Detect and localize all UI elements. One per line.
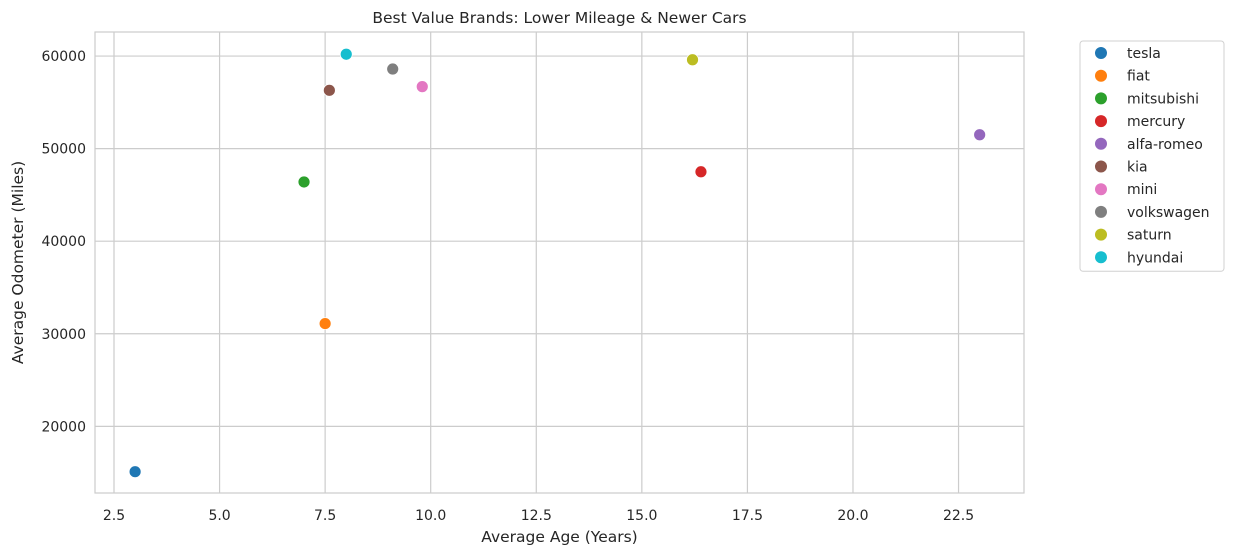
legend-marker-mini [1095, 183, 1107, 196]
grid [95, 32, 1024, 493]
x-tick-label: 7.5 [314, 508, 336, 524]
x-tick-label: 20.0 [837, 508, 868, 524]
y-tick-label: 40000 [41, 234, 86, 250]
x-tick-label: 12.5 [521, 508, 552, 524]
data-point-hyundai [339, 47, 353, 61]
legend-marker-fiat [1095, 69, 1107, 82]
legend-label-fiat: fiat [1127, 69, 1150, 85]
legend: tesla fiat mitsubishi mercury alfa-romeo kia m… [1079, 40, 1225, 272]
legend-label-mercury: mercury [1127, 114, 1185, 130]
legend-label-kia: kia [1127, 160, 1148, 176]
legend-marker-tesla [1095, 47, 1107, 59]
x-axis-ticks: 2.5 5.0 7.5 10.0 12.5 15.0 17.5 20.0 22.5 [103, 508, 974, 524]
data-points [128, 47, 987, 479]
legend-box [1079, 40, 1225, 272]
data-point-alfa-romeo [973, 128, 987, 142]
legend-marker-mercury [1095, 115, 1107, 128]
legend-marker-mitsubishi [1095, 92, 1107, 105]
x-tick-label: 17.5 [732, 508, 763, 524]
data-point-mercury [694, 165, 708, 179]
x-axis-label: Average Age (Years) [481, 528, 637, 546]
x-tick-label: 5.0 [208, 508, 230, 524]
legend-label-tesla: tesla [1127, 46, 1161, 62]
legend-label-volkswagen: volkswagen [1127, 205, 1210, 221]
x-tick-label: 15.0 [626, 508, 657, 524]
data-point-mini [415, 80, 429, 94]
legend-label-mini: mini [1127, 182, 1157, 198]
data-point-tesla [128, 465, 142, 479]
y-axis-label: Average Odometer (Miles) [9, 161, 27, 364]
x-tick-label: 2.5 [103, 508, 125, 524]
legend-marker-alfa-romeo [1095, 137, 1107, 150]
legend-marker-saturn [1095, 228, 1107, 241]
legend-label-hyundai: hyundai [1127, 250, 1183, 266]
data-point-saturn [686, 53, 699, 67]
data-point-fiat [318, 317, 332, 330]
data-point-volkswagen [386, 62, 400, 76]
legend-label-alfa-romeo: alfa-romeo [1127, 137, 1203, 153]
x-tick-label: 10.0 [415, 508, 446, 524]
y-axis-ticks: 20000 30000 40000 50000 60000 [41, 49, 86, 435]
chart-title: Best Value Brands: Lower Mileage & Newer… [372, 9, 746, 27]
legend-marker-kia [1095, 160, 1107, 173]
legend-label-mitsubishi: mitsubishi [1127, 91, 1199, 107]
y-tick-label: 30000 [41, 327, 86, 343]
legend-label-saturn: saturn [1127, 228, 1172, 244]
plot-frame [94, 31, 1025, 494]
x-tick-label: 22.5 [943, 508, 974, 524]
legend-marker-volkswagen [1095, 205, 1107, 218]
y-tick-label: 50000 [41, 142, 86, 158]
data-point-mitsubishi [297, 175, 311, 189]
y-tick-label: 20000 [41, 419, 86, 435]
legend-marker-hyundai [1095, 251, 1107, 264]
y-tick-label: 60000 [41, 49, 86, 65]
data-point-kia [322, 83, 336, 97]
